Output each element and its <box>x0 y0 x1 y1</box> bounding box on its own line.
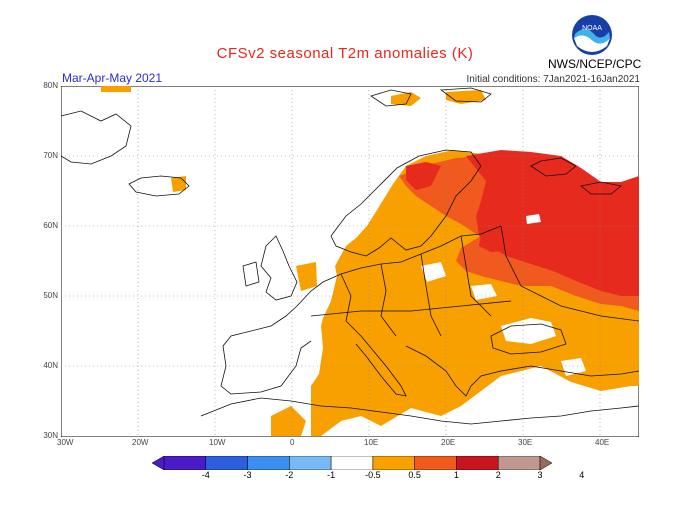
lon-label-10w: 10W <box>209 438 226 447</box>
colorbar-right-arrow <box>539 456 552 470</box>
colorbar-cell <box>205 456 248 470</box>
anomaly-red <box>406 150 639 296</box>
lat-label-40n: 40N <box>43 361 58 370</box>
lat-label-60n: 60N <box>43 221 58 230</box>
colorbar-cells <box>163 456 541 470</box>
logo-text: NOAA <box>582 25 602 32</box>
colorbar-cell <box>163 456 207 470</box>
colorbar-tick-label: -1 <box>327 470 336 480</box>
colorbar-tick-label: -0.5 <box>365 470 381 480</box>
agency-label: NWS/NCEP/CPC <box>548 57 642 71</box>
colorbar <box>152 456 552 470</box>
colorbar-left-arrow <box>152 456 165 470</box>
anomaly-map <box>61 86 639 437</box>
colorbar-tick-label: 2 <box>495 470 501 480</box>
colorbar-cell <box>289 456 332 470</box>
colorbar-cell <box>456 456 499 470</box>
colorbar-tick-label: 4 <box>579 470 585 480</box>
colorbar-tick-label: 0.5 <box>408 470 421 480</box>
lon-label-0: 0 <box>290 438 295 447</box>
lon-label-30w: 30W <box>57 438 74 447</box>
map-title: CFSv2 seasonal T2m anomalies (K) <box>216 45 474 62</box>
noaa-logo: NOAA <box>572 15 612 55</box>
colorbar-cell <box>497 456 541 470</box>
colorbar-cell <box>372 456 415 470</box>
colorbar-tick-label: 3 <box>537 470 543 480</box>
lat-label-30n: 30N <box>43 431 58 440</box>
lon-label-10e: 10E <box>364 438 379 447</box>
colorbar-cell <box>247 456 290 470</box>
lon-label-20e: 20E <box>441 438 456 447</box>
initial-conditions: Initial conditions: 7Jan2021-16Jan2021 <box>466 74 640 85</box>
colorbar-cell <box>414 456 457 470</box>
colorbar-tick-label: -4 <box>201 470 210 480</box>
forecast-period: Mar-Apr-May 2021 <box>62 71 163 85</box>
lat-label-80n: 80N <box>43 81 58 90</box>
colorbar-tick-label: -2 <box>285 470 294 480</box>
lat-label-70n: 70N <box>43 151 58 160</box>
lon-label-20w: 20W <box>132 438 149 447</box>
lat-label-50n: 50N <box>43 291 58 300</box>
colorbar-tick-label: 1 <box>453 470 459 480</box>
coastlines <box>61 87 639 425</box>
colorbar-cell <box>330 456 374 470</box>
colorbar-tick-label: -3 <box>243 470 252 480</box>
lon-label-30e: 30E <box>518 438 533 447</box>
graticule <box>61 86 639 437</box>
lon-label-40e: 40E <box>595 438 610 447</box>
